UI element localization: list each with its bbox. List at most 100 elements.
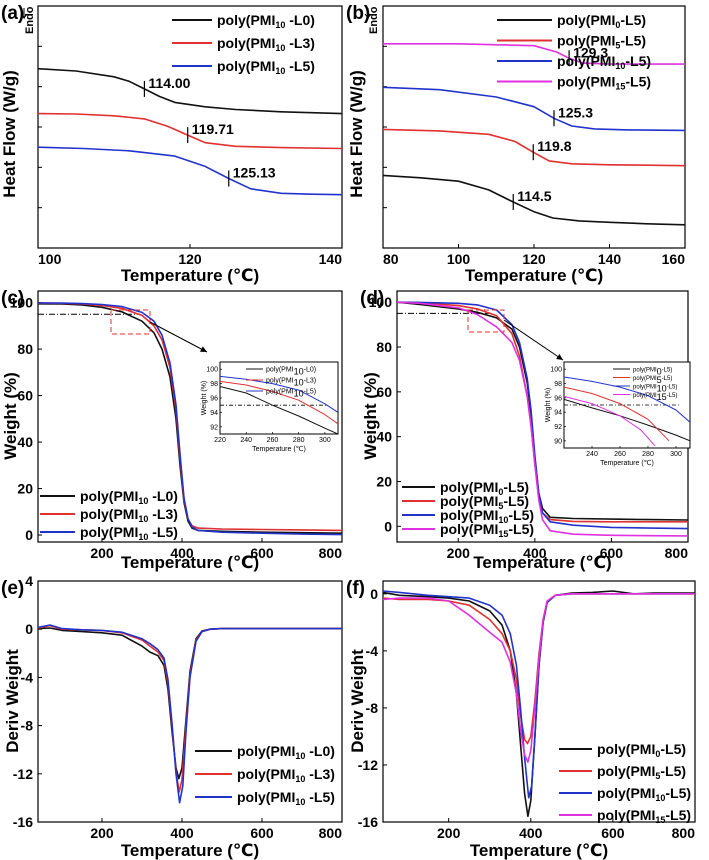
legend-label-suffix: -L0) [305,743,335,759]
zoom-arrow-head-icon [200,346,207,352]
legend-label: poly(PMI10 -L3) [217,35,315,53]
y-axis-title: Heat Flow (W/g) [0,70,19,197]
x-tick-label: 200 [90,545,114,561]
inset-legend-label-prefix: poly(PMI [633,376,657,382]
endo-down-arrow-icon [20,8,28,20]
legend-label-suffix: -L5) [665,785,691,801]
legend-label-subscript: 10 [295,751,305,761]
y-tick-label: -8 [366,700,379,716]
inset-plot-area [220,375,338,434]
series-line-1 [383,128,685,167]
legend-label: poly(PMI5-L5) [597,763,686,781]
y-tick-label: 0 [370,586,378,602]
inset-legend-label-prefix: poly(PMI [266,378,294,385]
legend-label-prefix: poly(PMI [237,789,295,805]
panel-label: (b) [346,3,370,24]
legend-label-prefix: poly(PMI [440,479,498,495]
panel-label: (d) [360,288,384,309]
legend-label-suffix: -L5) [508,507,534,523]
legend-label-prefix: poly(PMI [217,12,275,28]
x-tick-label: 120 [178,251,202,267]
x-tick-label: 80 [383,251,399,267]
series-line-0 [383,174,685,226]
inset-legend-label-subscript: 5 [657,375,662,385]
tg-annotation: 119.8 [537,138,571,154]
legend-label-suffix: -L5) [660,741,686,757]
plot-area [383,590,695,818]
legend-label-subscript: 15 [615,82,625,92]
endo-label: Endo [368,6,380,34]
legend-label-subscript: 5 [498,501,503,511]
legend-label-prefix: poly(PMI [237,743,295,759]
legend-label-suffix: -L5) [620,33,646,49]
legend-label-suffix: -L3) [148,506,178,522]
inset-y-tick-label: 94 [554,410,562,417]
legend-label-prefix: poly(PMI [217,58,275,74]
series-line-1 [38,112,342,150]
legend-label: poly(PMI0-L5) [557,12,646,30]
tg-annotation: 129.3 [573,44,608,60]
y-tick-label: 60 [376,384,392,400]
series-line-2 [38,302,342,536]
series-line-2 [38,624,342,804]
panel-f: (f) 200 400 600 800 -16 -12 -8 -4 0 Temperature (℃… [346,578,696,860]
legend-label: poly(PMI5-L5) [557,33,646,51]
legend-label-subscript: 10 [615,61,625,71]
legend-label: poly(PMI15-L5) [440,521,534,539]
y-tick-label: 40 [17,434,33,450]
inset-y-tick-label: 98 [210,381,218,388]
inset-legend-label: poly(PMI15-L5) [633,392,677,402]
legend-label-suffix: -L5) [285,58,315,74]
inset-legend-label-subscript: 10 [294,389,304,399]
inset-legend-label-subscript: 10 [657,384,667,394]
plot-frame [382,580,696,823]
panel-label: (c) [1,288,24,309]
inset-y-tick-label: 92 [554,424,562,431]
zoom-arrow [503,319,564,361]
legend-label-subscript: 10 [498,515,508,525]
panel-label: (f) [346,578,365,599]
legend-label-prefix: poly(PMI [557,33,615,49]
inset-series-line-1 [564,386,670,442]
y-tick-label: 4 [25,573,33,589]
inset-plot-area [564,376,690,447]
inset-x-tick-label: 300 [319,437,331,444]
x-tick-label: 800 [665,545,689,561]
plot-frame [37,580,343,823]
legend-label: poly(PMI15-L5) [597,807,691,825]
y-axis-title: Weight (%) [1,372,20,460]
legend-label-subscript: 5 [615,41,620,51]
plot-area [38,624,342,804]
legend-label-suffix: -L0) [148,488,178,504]
inset-series-line-0 [564,398,690,442]
y-axis-title: Weight (%) [361,372,380,460]
legend-label: poly(PMI10 -L0) [217,12,315,30]
inset-y-axis-title: Weight (%) [201,381,208,416]
inset-x-tick-label: 280 [293,437,305,444]
legend-label-suffix: -L3) [285,35,315,51]
inset-series-line-2 [564,376,690,423]
inset-legend-label-suffix: -L5) [667,385,678,391]
x-tick-label: 400 [519,825,543,841]
inset-x-tick-label: 260 [614,451,626,458]
zoom-region-box [467,309,505,333]
x-tick-label: 800 [319,825,343,841]
x-tick-label: 100 [447,251,471,267]
x-tick-label: 400 [170,825,194,841]
series-line-1 [38,624,342,793]
inset-legend-label: poly(PMI5-L5) [633,375,672,385]
inset-x-tick-label: 280 [642,451,654,458]
legend-label-suffix: -L5) [503,493,529,509]
legend-label: poly(PMI10 -L5) [80,524,178,542]
y-tick-label: 0 [384,518,392,534]
legend-label-prefix: poly(PMI [597,785,655,801]
legend-label-subscript: 10 [138,514,148,524]
y-axis-title: Deriv Weight [3,649,22,753]
x-tick-label: 200 [90,825,114,841]
y-tick-label: 80 [17,341,33,357]
y-tick-label: 0 [25,527,33,543]
y-tick-label: 60 [17,388,33,404]
legend-label-prefix: poly(PMI [440,507,498,523]
inset-legend-label-prefix: poly(PMI [266,367,294,374]
x-tick-label: 100 [38,251,62,267]
